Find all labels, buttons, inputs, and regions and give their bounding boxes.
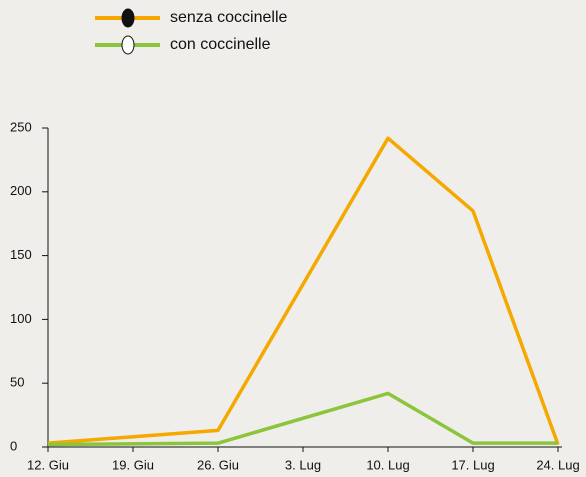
- legend-label: con coccinelle: [170, 36, 271, 53]
- x-tick-label: 3. Lug: [285, 457, 321, 472]
- x-tick-label: 10. Lug: [366, 457, 409, 472]
- y-tick-label: 200: [10, 183, 32, 198]
- series-line: [47, 391, 558, 447]
- y-tick-label: 50: [10, 375, 24, 390]
- x-tick-label: 12. Giu: [27, 457, 69, 472]
- y-tick-label: 250: [10, 119, 32, 134]
- legend-label: senza coccinelle: [170, 9, 288, 26]
- y-tick-label: 0: [10, 438, 17, 453]
- x-tick-label: 26. Giu: [197, 457, 239, 472]
- x-tick-label: 17. Lug: [451, 457, 494, 472]
- series-line: [47, 136, 560, 446]
- legend-icon: [121, 35, 135, 55]
- legend-icon: [121, 8, 135, 28]
- y-tick-label: 150: [10, 247, 32, 262]
- x-tick-label: 19. Giu: [112, 457, 154, 472]
- x-tick-label: 24. Lug: [536, 457, 579, 472]
- y-tick-label: 100: [10, 311, 32, 326]
